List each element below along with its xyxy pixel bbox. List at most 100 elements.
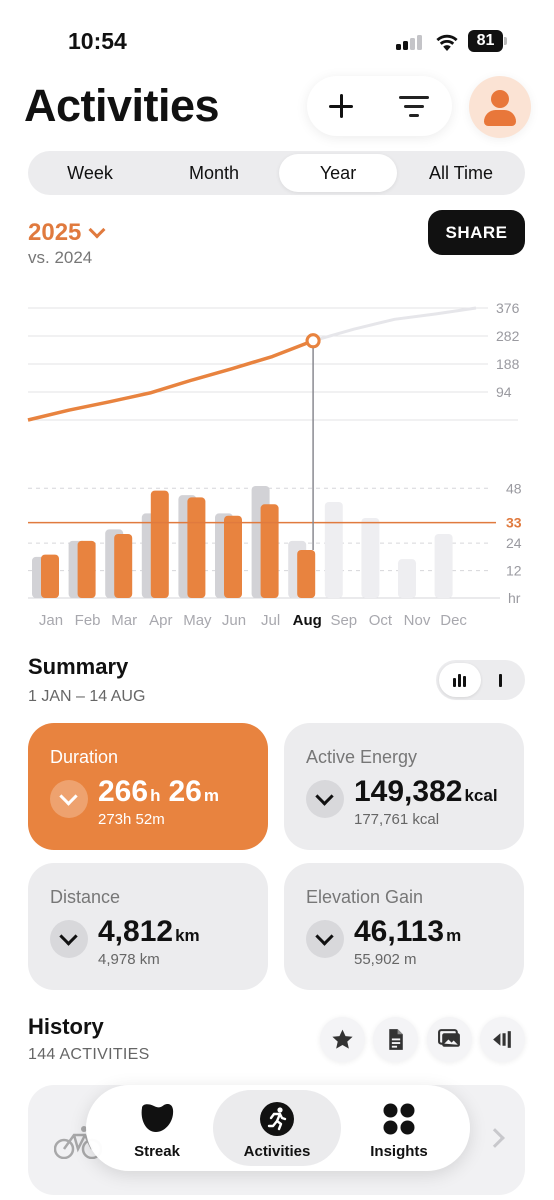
period-month[interactable]: Month xyxy=(188,163,240,183)
active-energy-previous: 177,761 kcal xyxy=(354,811,440,828)
tab-activities[interactable]: Activities xyxy=(213,1090,341,1166)
month-label-feb: Feb xyxy=(75,612,101,629)
document-icon xyxy=(389,1029,403,1050)
bar-tick-label: 48 xyxy=(506,480,522,496)
tab-activities-label: Activities xyxy=(243,1143,311,1160)
battery-icon: 81 xyxy=(468,30,508,52)
tab-streak[interactable]: Streak xyxy=(93,1090,221,1166)
period-week[interactable]: Week xyxy=(67,163,113,183)
elevation-gain-value: 46,113 xyxy=(354,915,445,948)
bar-2025-jan xyxy=(41,554,59,598)
distance-unit: km xyxy=(175,926,200,945)
active-energy-value: 149,382 xyxy=(354,775,463,808)
month-label-jun: Jun xyxy=(222,612,246,629)
comparison-label: vs. 2024 xyxy=(28,248,93,267)
chevron-down-icon[interactable] xyxy=(50,920,88,958)
tab-insights-label: Insights xyxy=(370,1143,428,1160)
month-label-oct: Oct xyxy=(369,612,393,629)
duration-value: 26 xyxy=(168,775,202,808)
month-label-jul: Jul xyxy=(261,612,280,629)
bar-2025-jun xyxy=(224,515,242,598)
elevation-gain-label: Elevation Gain xyxy=(306,887,424,907)
bar-tick-label: 33 xyxy=(506,515,522,531)
active-energy-unit: kcal xyxy=(464,786,498,805)
tab-streak-label: Streak xyxy=(134,1143,180,1160)
duration-unit: m xyxy=(203,786,219,805)
bar-2024-sep xyxy=(324,502,343,598)
year-dropdown[interactable]: 2025 xyxy=(28,218,106,248)
cellular-signal-icon xyxy=(396,34,426,50)
history-count: 144 ACTIVITIES xyxy=(28,1046,150,1063)
active-energy-card[interactable]: Active Energy 149,382 kcal 177,761 kcal xyxy=(284,723,524,850)
period-year[interactable]: Year xyxy=(279,154,397,192)
star-icon xyxy=(332,1029,353,1049)
sort-icon xyxy=(493,1031,511,1048)
bar-2024-dec xyxy=(434,534,453,598)
selection-point xyxy=(305,333,321,349)
line-tick-label: 188 xyxy=(496,356,520,372)
chevron-down-icon[interactable] xyxy=(306,780,344,818)
single-bar-option[interactable] xyxy=(480,663,522,697)
chevron-down-icon xyxy=(88,221,106,239)
sort-button[interactable] xyxy=(480,1017,525,1062)
photos-button[interactable] xyxy=(427,1017,472,1062)
elevation-gain-card[interactable]: Elevation Gain 46,113 m 55,902 m xyxy=(284,863,524,990)
line-tick-label: 376 xyxy=(496,300,520,316)
tab-insights[interactable]: Insights xyxy=(335,1090,463,1166)
bar-2025-jul xyxy=(260,504,279,598)
month-label-jan: Jan xyxy=(39,612,63,629)
bar-2025-mar xyxy=(114,534,133,598)
grid-icon xyxy=(383,1103,415,1135)
status-time: 10:54 xyxy=(68,28,127,54)
export-file-button[interactable] xyxy=(373,1017,418,1062)
running-icon xyxy=(260,1102,294,1136)
month-label-may: May xyxy=(183,612,212,629)
line-series-2025 xyxy=(27,339,314,422)
share-button[interactable]: SHARE xyxy=(428,210,525,255)
tab-bar: Streak Activities Insights xyxy=(86,1085,470,1171)
bar-2025-aug xyxy=(297,550,316,598)
active-energy-label: Active Energy xyxy=(306,747,418,767)
month-label-dec: Dec xyxy=(440,612,467,629)
bar-chart-option[interactable] xyxy=(439,663,481,697)
distance-card[interactable]: Distance 4,812 km 4,978 km xyxy=(28,863,268,990)
bar-2025-apr xyxy=(150,490,169,598)
elevation-gain-previous: 55,902 m xyxy=(354,951,417,968)
duration-card[interactable]: Duration 266 h 26 m 273h 52m xyxy=(28,723,268,850)
chevron-right-icon xyxy=(485,1128,505,1148)
favorites-button[interactable] xyxy=(320,1017,365,1062)
page-title: Activities xyxy=(24,80,220,131)
selected-year: 2025 xyxy=(28,219,82,246)
profile-avatar-button[interactable] xyxy=(469,76,531,138)
status-bar: 10:54 81 xyxy=(0,0,554,80)
period-selector: Week Month Year All Time xyxy=(28,151,525,195)
bar-2024-oct xyxy=(361,518,380,598)
month-label-apr: Apr xyxy=(149,612,172,629)
chart-style-toggle xyxy=(436,660,525,700)
month-label-sep: Sep xyxy=(330,612,357,629)
summary-range: 1 JAN – 14 AUG xyxy=(28,688,146,705)
filter-button[interactable] xyxy=(399,94,431,118)
activity-chart[interactable]: 376 282 188 94 48 33 24 12 hr Jan Feb Mar Apr May Jun J… xyxy=(0,280,554,640)
line-tick-label: 282 xyxy=(496,328,520,344)
chevron-down-icon[interactable] xyxy=(50,780,88,818)
month-label-mar: Mar xyxy=(111,612,137,629)
bar-tick-label: 24 xyxy=(506,535,522,551)
distance-value: 4,812 xyxy=(98,915,174,948)
month-label-nov: Nov xyxy=(404,612,431,629)
history-title: History xyxy=(28,1014,104,1039)
wifi-icon xyxy=(436,34,458,51)
add-activity-button[interactable] xyxy=(323,88,359,124)
duration-label: Duration xyxy=(50,747,119,767)
bar-2024-nov xyxy=(398,559,416,598)
summary-title: Summary xyxy=(28,654,129,679)
elevation-gain-unit: m xyxy=(446,926,462,945)
chevron-down-icon[interactable] xyxy=(306,920,344,958)
filter-icon xyxy=(399,96,429,99)
period-all-time[interactable]: All Time xyxy=(428,163,493,183)
month-label-aug: Aug xyxy=(293,612,322,629)
duration-value: 266 xyxy=(98,775,149,808)
duration-unit: h xyxy=(150,786,161,805)
bar-2025-feb xyxy=(77,540,96,598)
header-actions xyxy=(307,76,452,136)
